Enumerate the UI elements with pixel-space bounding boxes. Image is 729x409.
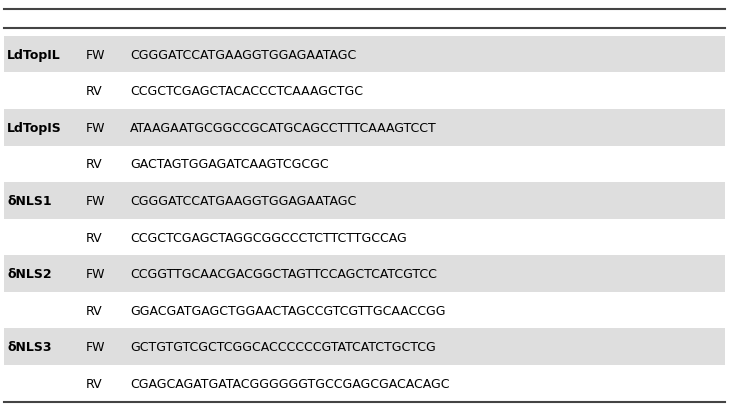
Bar	[4, 183, 725, 219]
Text: FW: FW	[86, 121, 106, 135]
Bar	[4, 329, 725, 365]
Text: LdTopIL: LdTopIL	[7, 49, 61, 61]
Text: δNLS3: δNLS3	[7, 340, 52, 353]
Text: LdTopIS: LdTopIS	[7, 121, 62, 135]
Text: FW: FW	[86, 340, 106, 353]
Text: CGAGCAGATGATACGGGGGGTGCCGAGCGACACAGC: CGAGCAGATGATACGGGGGGTGCCGAGCGACACAGC	[130, 377, 449, 390]
Text: GGACGATGAGCTGGAACTAGCCGTCGTTGCAACCGG: GGACGATGAGCTGGAACTAGCCGTCGTTGCAACCGG	[130, 304, 445, 317]
Text: CCGCTCGAGCTAGGCGGCCCTCTTCTTGCCAG: CCGCTCGAGCTAGGCGGCCCTCTTCTTGCCAG	[130, 231, 407, 244]
Text: CGGGATCCATGAAGGTGGAGAATAGC: CGGGATCCATGAAGGTGGAGAATAGC	[130, 49, 356, 61]
Text: RV: RV	[86, 231, 103, 244]
Text: FW: FW	[86, 49, 106, 61]
Bar	[4, 256, 725, 292]
Text: RV: RV	[86, 85, 103, 98]
Text: FW: FW	[86, 267, 106, 281]
Text: RV: RV	[86, 377, 103, 390]
Text: ATAAGAATGCGGCCGCATGCAGCCTTTCAAAGTCCT: ATAAGAATGCGGCCGCATGCAGCCTTTCAAAGTCCT	[130, 121, 437, 135]
Text: RV: RV	[86, 304, 103, 317]
Text: δNLS2: δNLS2	[7, 267, 52, 281]
Text: GACTAGTGGAGATCAAGTCGCGC: GACTAGTGGAGATCAAGTCGCGC	[130, 158, 328, 171]
Bar	[4, 110, 725, 146]
Text: CGGGATCCATGAAGGTGGAGAATAGC: CGGGATCCATGAAGGTGGAGAATAGC	[130, 195, 356, 207]
Text: FW: FW	[86, 195, 106, 207]
Bar	[4, 37, 725, 73]
Text: δNLS1: δNLS1	[7, 195, 52, 207]
Text: CCGCTCGAGCTACACCCTCAAAGCTGC: CCGCTCGAGCTACACCCTCAAAGCTGC	[130, 85, 363, 98]
Text: GCTGTGTCGCTCGGCACCCCCCGTATCATCTGCTCG: GCTGTGTCGCTCGGCACCCCCCGTATCATCTGCTCG	[130, 340, 435, 353]
Text: CCGGTTGCAACGACGGCTAGTTCCAGCTCATCGTCC: CCGGTTGCAACGACGGCTAGTTCCAGCTCATCGTCC	[130, 267, 437, 281]
Text: RV: RV	[86, 158, 103, 171]
